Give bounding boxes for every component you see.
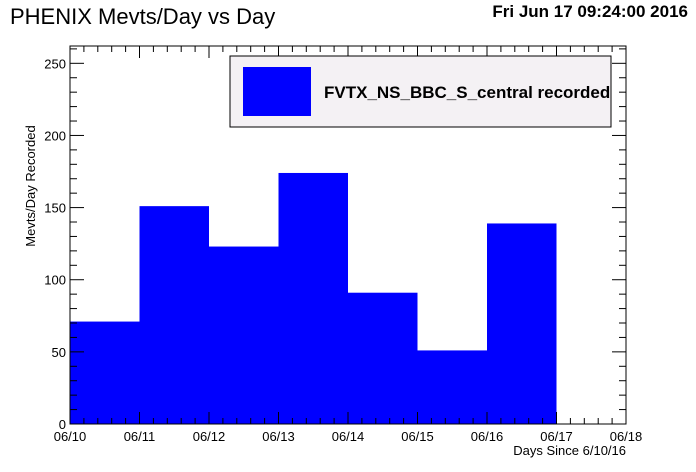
tick-labels: 06/10 06/11 06/12 06/13 06/14 06/15 06/16 06/17… bbox=[44, 56, 642, 444]
x-tick-label: 06/14 bbox=[332, 429, 365, 444]
x-axis-title: Days Since 6/10/16 bbox=[513, 443, 626, 458]
x-tick-label: 06/16 bbox=[471, 429, 504, 444]
bar-06-13 bbox=[278, 172, 348, 424]
x-tick-label: 06/15 bbox=[401, 429, 434, 444]
x-tick-label: 06/10 bbox=[54, 429, 87, 444]
x-tick-label: 06/11 bbox=[124, 429, 156, 444]
x-tick-label: 06/13 bbox=[262, 429, 295, 444]
y-tick-label: 100 bbox=[44, 273, 66, 288]
bar-06-15 bbox=[417, 350, 487, 424]
bar-06-10 bbox=[70, 321, 140, 424]
y-axis-title: Mevts/Day Recorded bbox=[23, 125, 38, 246]
bars-group bbox=[70, 172, 557, 424]
legend-swatch bbox=[243, 67, 311, 116]
plot-frame bbox=[69, 45, 627, 425]
y-tick-label: 250 bbox=[44, 56, 66, 71]
y-tick-label: 150 bbox=[44, 201, 66, 216]
legend: FVTX_NS_BBC_S_central recorded bbox=[229, 55, 612, 128]
x-tick-label: 06/17 bbox=[540, 429, 573, 444]
bar-06-12 bbox=[209, 246, 279, 424]
chart-title: PHENIX Mevts/Day vs Day bbox=[10, 4, 276, 29]
legend-label: FVTX_NS_BBC_S_central recorded bbox=[324, 83, 610, 102]
x-tick-label: 06/12 bbox=[193, 429, 226, 444]
bar-06-16 bbox=[487, 223, 557, 424]
y-tick-label: 0 bbox=[59, 417, 66, 432]
bar-06-11 bbox=[139, 206, 209, 424]
y-tick-label: 200 bbox=[44, 128, 66, 143]
timestamp: Fri Jun 17 09:24:00 2016 bbox=[492, 2, 688, 21]
bar-06-14 bbox=[348, 292, 418, 424]
x-tick-label: 06/18 bbox=[610, 429, 643, 444]
y-tick-label: 50 bbox=[52, 345, 66, 360]
